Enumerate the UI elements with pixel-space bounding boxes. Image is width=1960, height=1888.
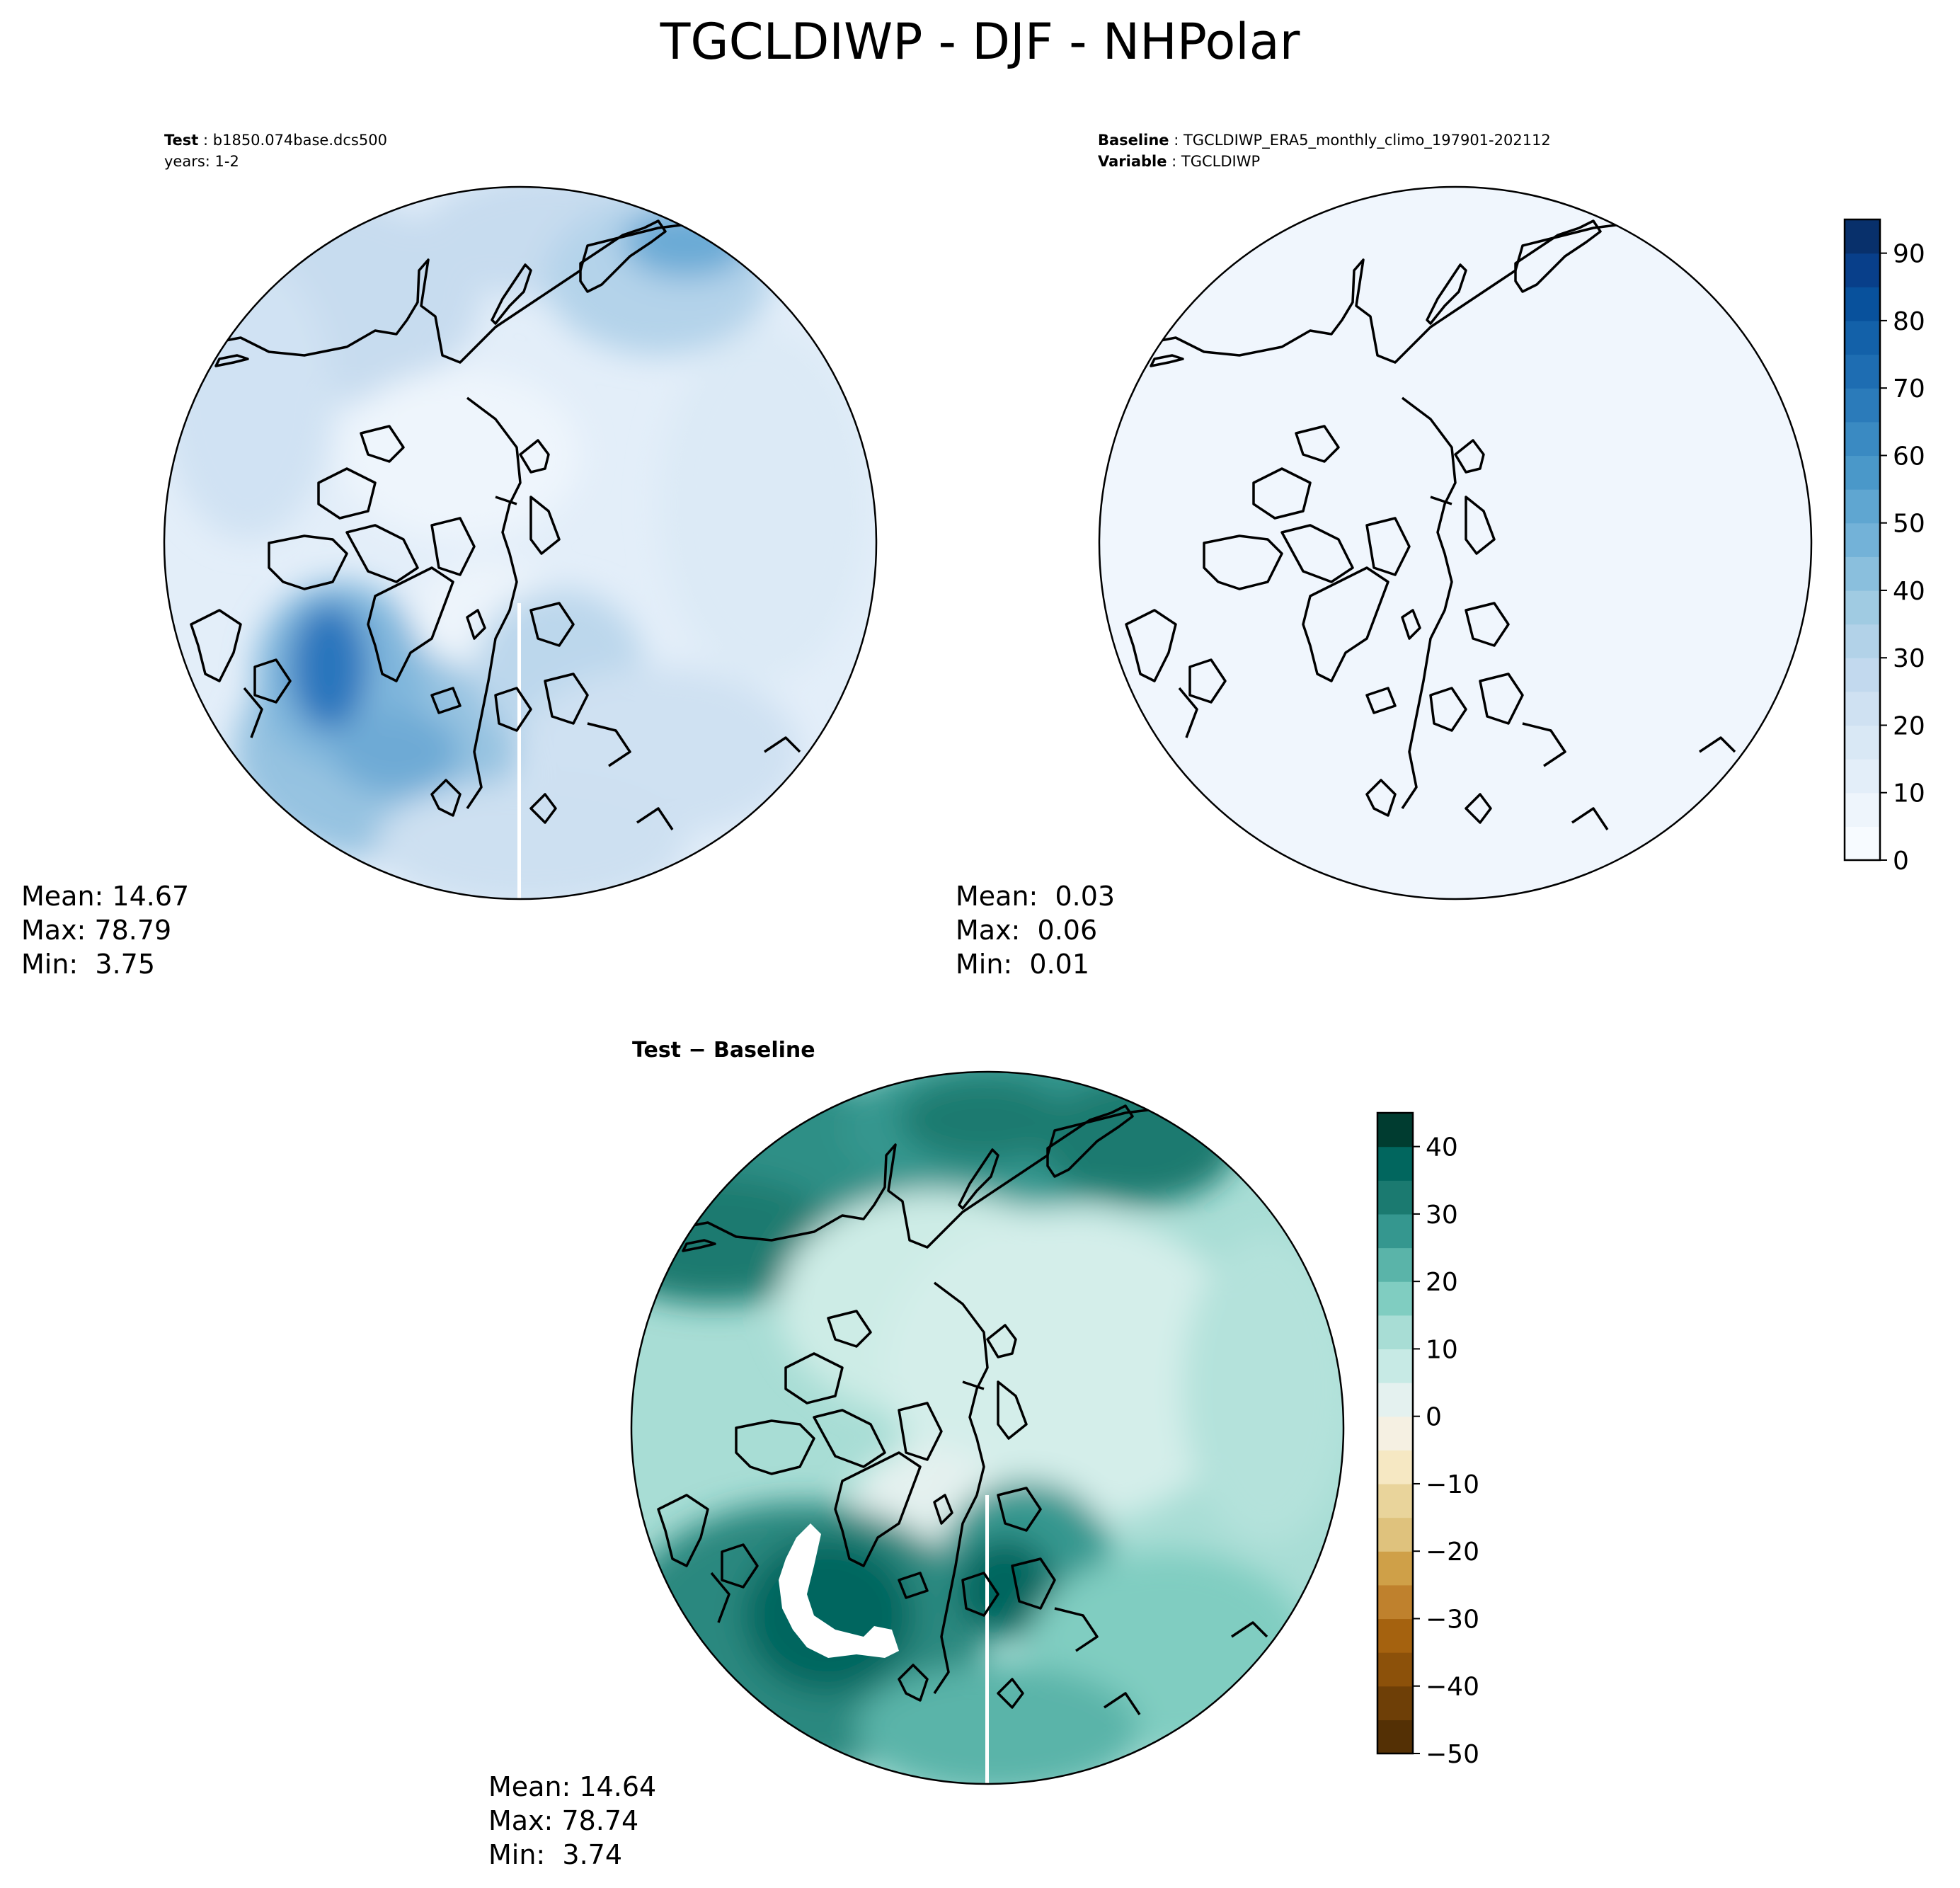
- brbg-color-segment: [1377, 1517, 1413, 1552]
- brbg-color-segment: [1377, 1416, 1413, 1451]
- test-map: [163, 185, 878, 900]
- brbg-tick-label: 0: [1426, 1403, 1442, 1432]
- blues-color-segment: [1845, 489, 1880, 524]
- blues-color-segment: [1845, 725, 1880, 760]
- test-seam: [517, 603, 521, 899]
- blues-tick-label: 30: [1893, 644, 1925, 673]
- figure-title: TGCLDIWP - DJF - NHPolar: [660, 13, 1300, 71]
- brbg-color-segment: [1377, 1281, 1413, 1316]
- brbg-color-segment: [1377, 1551, 1413, 1586]
- blues-color-segment: [1845, 691, 1880, 726]
- brbg-color-segment: [1377, 1450, 1413, 1484]
- blues-color-segment: [1845, 253, 1880, 287]
- blues-color-segment: [1845, 455, 1880, 490]
- baseline-mean: Mean: 0.03: [956, 881, 1116, 912]
- brbg-color-segment: [1377, 1247, 1413, 1282]
- blues-color-segment: [1845, 320, 1880, 355]
- blues-tick-label: 90: [1893, 240, 1925, 269]
- test-stats: Mean: 14.67 Max: 78.79 Min: 3.75: [21, 879, 189, 981]
- blues-colorbar: 0 10 20 30 40 50 60 70 80 90: [1843, 218, 1925, 876]
- blues-tick-label: 40: [1893, 577, 1925, 606]
- blues-colorbar-frame: [1843, 218, 1881, 862]
- brbg-tick-label: −20: [1426, 1538, 1479, 1567]
- diff-mean: Mean: 14.64: [488, 1771, 657, 1802]
- brbg-color-segment: [1377, 1180, 1413, 1215]
- diff-max: Max: 78.74: [488, 1805, 639, 1836]
- blues-color-segment: [1845, 522, 1880, 557]
- brbg-color-segment: [1377, 1383, 1413, 1417]
- baseline-panel-label: Baseline : TGCLDIWP_ERA5_monthly_climo_1…: [1098, 132, 1551, 170]
- blues-color-segment: [1845, 388, 1880, 423]
- test-panel-label: Test : b1850.074base.dcs500 years: 1-2: [164, 132, 387, 170]
- blues-color-segment: [1845, 556, 1880, 591]
- baseline-label-key: Baseline: [1098, 132, 1169, 149]
- test-coastlines: [183, 212, 801, 830]
- test-years: years: 1-2: [164, 153, 239, 170]
- baseline-map-border: [1098, 185, 1813, 900]
- diff-map: [630, 1070, 1345, 1785]
- baseline-min: Min: 0.01: [956, 949, 1089, 980]
- blues-color-segment: [1845, 590, 1880, 625]
- brbg-color-segment: [1377, 1720, 1413, 1754]
- diff-panel-title: Test − Baseline: [632, 1038, 815, 1063]
- blues-color-segment: [1845, 287, 1880, 321]
- blues-color-segment: [1845, 826, 1880, 861]
- baseline-field: [1099, 187, 1811, 899]
- diff-coastlines: [651, 1097, 1268, 1715]
- diff-stats: Mean: 14.64 Max: 78.74 Min: 3.74: [488, 1770, 656, 1872]
- diff-seam: [985, 1495, 989, 1784]
- diff-map-border: [630, 1070, 1345, 1785]
- brbg-tick-label: −40: [1426, 1673, 1479, 1702]
- blues-tick-label: 50: [1893, 510, 1925, 539]
- brbg-color-segment: [1377, 1686, 1413, 1720]
- blues-tick-label: 60: [1893, 442, 1925, 471]
- brbg-color-segment: [1377, 1652, 1413, 1687]
- brbg-tick-label: 40: [1426, 1133, 1458, 1162]
- blues-tick-label: 70: [1893, 374, 1925, 404]
- blues-color-segment: [1845, 219, 1880, 254]
- brbg-tick-label: −10: [1426, 1470, 1479, 1499]
- test-label-key: Test: [164, 132, 199, 149]
- test-label-value: b1850.074base.dcs500: [212, 132, 387, 149]
- variable-label-key: Variable: [1098, 153, 1167, 170]
- baseline-label-value: TGCLDIWP_ERA5_monthly_climo_197901-20211…: [1183, 132, 1551, 149]
- brbg-tick-label: 30: [1426, 1201, 1458, 1230]
- blues-color-segment: [1845, 759, 1880, 794]
- blues-tick-label: 80: [1893, 307, 1925, 336]
- baseline-map: [1098, 185, 1813, 900]
- brbg-tick-label: −30: [1426, 1605, 1479, 1634]
- brbg-color-segment: [1377, 1584, 1413, 1620]
- test-map-border: [163, 185, 878, 900]
- brbg-tick-label: 20: [1426, 1268, 1458, 1297]
- diff-missing-greenland: [779, 1523, 899, 1658]
- blues-tick-label: 10: [1893, 779, 1925, 808]
- brbg-colorbar: 40 30 20 10 0 −10 −20 −30 −40 −50: [1376, 1111, 1479, 1769]
- blues-color-segment: [1845, 792, 1880, 827]
- baseline-stats: Mean: 0.03 Max: 0.06 Min: 0.01: [956, 879, 1115, 981]
- diff-min: Min: 3.74: [488, 1839, 622, 1870]
- blues-color-segment: [1845, 354, 1880, 389]
- brbg-color-segment: [1377, 1315, 1413, 1350]
- brbg-tick-label: −50: [1426, 1740, 1479, 1769]
- brbg-color-segment: [1377, 1483, 1413, 1518]
- baseline-max: Max: 0.06: [956, 915, 1098, 946]
- brbg-color-segment: [1377, 1213, 1413, 1249]
- variable-label-value: TGCLDIWP: [1181, 153, 1261, 170]
- brbg-tick-label: 10: [1426, 1335, 1458, 1364]
- test-max: Max: 78.79: [21, 915, 172, 946]
- test-min: Min: 3.75: [21, 949, 155, 980]
- blues-tick-label: 20: [1893, 711, 1925, 740]
- brbg-color-segment: [1377, 1618, 1413, 1653]
- test-mean: Mean: 14.67: [21, 881, 190, 912]
- brbg-color-segment: [1377, 1113, 1413, 1148]
- blues-color-segment: [1845, 658, 1880, 692]
- brbg-colorbar-frame: [1376, 1111, 1414, 1755]
- blues-color-segment: [1845, 624, 1880, 658]
- baseline-coastlines: [1118, 212, 1736, 830]
- brbg-color-segment: [1377, 1349, 1413, 1383]
- brbg-color-segment: [1377, 1146, 1413, 1181]
- blues-tick-label: 0: [1893, 847, 1909, 876]
- blues-color-segment: [1845, 421, 1880, 457]
